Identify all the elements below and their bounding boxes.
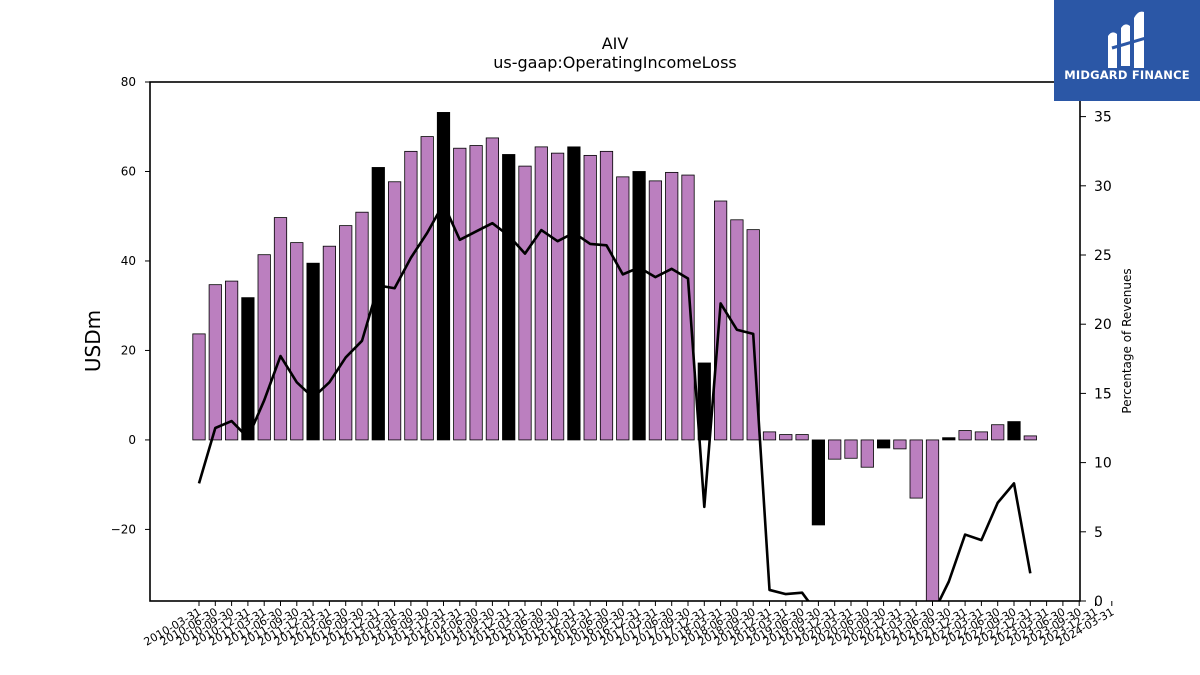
bar xyxy=(599,150,614,441)
bar xyxy=(681,174,695,441)
bar xyxy=(795,434,809,441)
brand-logo: MIDGARD FINANCE xyxy=(1054,0,1200,101)
bar xyxy=(1023,435,1037,441)
bar xyxy=(860,439,874,468)
bar xyxy=(339,225,353,441)
bar xyxy=(518,165,532,441)
bar xyxy=(811,439,826,526)
bar xyxy=(648,180,663,441)
y2-tick-label: 10 xyxy=(1094,456,1112,472)
y-tick-label: 80 xyxy=(121,75,136,89)
bar xyxy=(567,146,581,441)
bar xyxy=(551,152,565,441)
bar xyxy=(224,280,239,441)
bar xyxy=(616,176,630,441)
bar xyxy=(241,297,255,441)
bar xyxy=(665,171,679,441)
bar xyxy=(290,242,304,441)
bar xyxy=(306,262,320,441)
y2-tick-label: 30 xyxy=(1094,179,1112,195)
bar xyxy=(192,333,206,441)
bar xyxy=(828,439,842,460)
bar xyxy=(322,245,337,441)
bar xyxy=(273,217,288,441)
bar xyxy=(697,362,711,441)
bar xyxy=(991,424,1005,441)
y-tick-label: 40 xyxy=(121,254,136,268)
chart-subtitle: us-gaap:OperatingIncomeLoss xyxy=(493,53,737,72)
bar xyxy=(453,147,467,441)
bar xyxy=(436,112,451,441)
bar xyxy=(355,211,369,441)
x-axis: 2010-03-312010-06-302010-09-302010-12-31… xyxy=(142,601,1116,649)
bar xyxy=(714,200,728,441)
y-axis: −20 0 20 40 60 80 xyxy=(111,75,150,536)
bar xyxy=(844,439,858,459)
bar xyxy=(877,439,891,449)
midgard-logo-icon xyxy=(1108,11,1147,69)
bar xyxy=(925,439,940,601)
y2-axis: 0 5 10 15 20 25 30 35 xyxy=(1080,110,1112,610)
bar xyxy=(387,181,402,441)
bar xyxy=(502,154,516,441)
bar xyxy=(208,284,222,441)
percentage-line-series xyxy=(197,202,1032,601)
bar xyxy=(404,150,418,441)
bar xyxy=(469,145,483,441)
bar xyxy=(485,137,500,441)
y2-axis-label: Percentage of Revenues xyxy=(1120,268,1134,413)
bar xyxy=(958,430,972,441)
bar xyxy=(779,434,793,441)
bar xyxy=(632,171,646,441)
plot-frame xyxy=(149,81,1081,602)
brand-name: MIDGARD FINANCE xyxy=(1064,68,1190,82)
bar xyxy=(583,154,597,441)
y2-tick-label: 0 xyxy=(1094,594,1103,610)
bar xyxy=(762,431,777,441)
bar xyxy=(942,437,956,441)
bar xyxy=(534,146,548,441)
y2-tick-label: 15 xyxy=(1094,386,1112,402)
bar xyxy=(1007,421,1021,441)
y2-tick-label: 35 xyxy=(1094,110,1112,126)
bar xyxy=(420,136,434,441)
y2-tick-label: 20 xyxy=(1094,317,1112,333)
bar xyxy=(909,439,923,499)
y2-tick-label: 25 xyxy=(1094,248,1112,264)
bar-series xyxy=(192,112,1037,601)
y-tick-label: 20 xyxy=(121,343,136,357)
y-tick-label: −20 xyxy=(111,522,136,536)
bar xyxy=(893,439,907,450)
y-tick-label: 0 xyxy=(128,433,136,447)
y-axis-label: USDm xyxy=(81,310,105,372)
percentage-line xyxy=(197,202,1032,601)
bar xyxy=(974,431,989,441)
chart-title: AIV xyxy=(602,34,629,53)
y2-tick-label: 5 xyxy=(1094,525,1103,541)
y-tick-label: 60 xyxy=(121,164,136,178)
